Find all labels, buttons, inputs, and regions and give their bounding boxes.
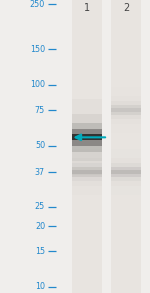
Bar (111, 112, 141, 119)
Bar (111, 112, 141, 133)
Bar (72, 174, 102, 181)
Bar (72, 129, 102, 134)
Text: 15: 15 (35, 247, 45, 256)
Bar (72, 114, 102, 134)
Bar (111, 96, 141, 108)
Bar (72, 123, 102, 134)
Bar (111, 163, 141, 170)
Bar (111, 112, 141, 124)
Bar (72, 140, 102, 146)
Bar (72, 174, 102, 177)
Text: 37: 37 (35, 168, 45, 177)
Bar (111, 149, 141, 170)
Bar (111, 101, 141, 108)
Bar (72, 134, 102, 140)
Bar (72, 0, 102, 293)
Bar (111, 158, 141, 170)
Text: 10: 10 (35, 282, 45, 292)
Text: 250: 250 (30, 0, 45, 9)
Bar (111, 105, 141, 108)
Bar (72, 140, 102, 152)
Bar (72, 167, 102, 170)
Text: 50: 50 (35, 141, 45, 150)
Bar (111, 0, 141, 293)
Bar (111, 167, 141, 170)
Bar (72, 149, 102, 170)
Bar (72, 140, 102, 161)
Bar (111, 174, 141, 186)
Bar (72, 99, 102, 134)
Bar (111, 112, 141, 115)
Bar (72, 174, 102, 186)
Bar (111, 170, 141, 174)
Bar (72, 163, 102, 170)
Bar (72, 140, 102, 176)
Text: 25: 25 (35, 202, 45, 211)
Text: 100: 100 (30, 80, 45, 89)
Bar (111, 108, 141, 112)
Bar (111, 87, 141, 108)
Text: 150: 150 (30, 45, 45, 54)
Bar (111, 174, 141, 195)
Bar (72, 170, 102, 174)
Text: 1: 1 (84, 3, 90, 13)
Bar (111, 174, 141, 181)
Text: 75: 75 (35, 105, 45, 115)
Text: 2: 2 (123, 3, 129, 13)
Bar (72, 158, 102, 170)
Bar (111, 174, 141, 177)
Bar (72, 174, 102, 195)
Text: 20: 20 (35, 222, 45, 231)
